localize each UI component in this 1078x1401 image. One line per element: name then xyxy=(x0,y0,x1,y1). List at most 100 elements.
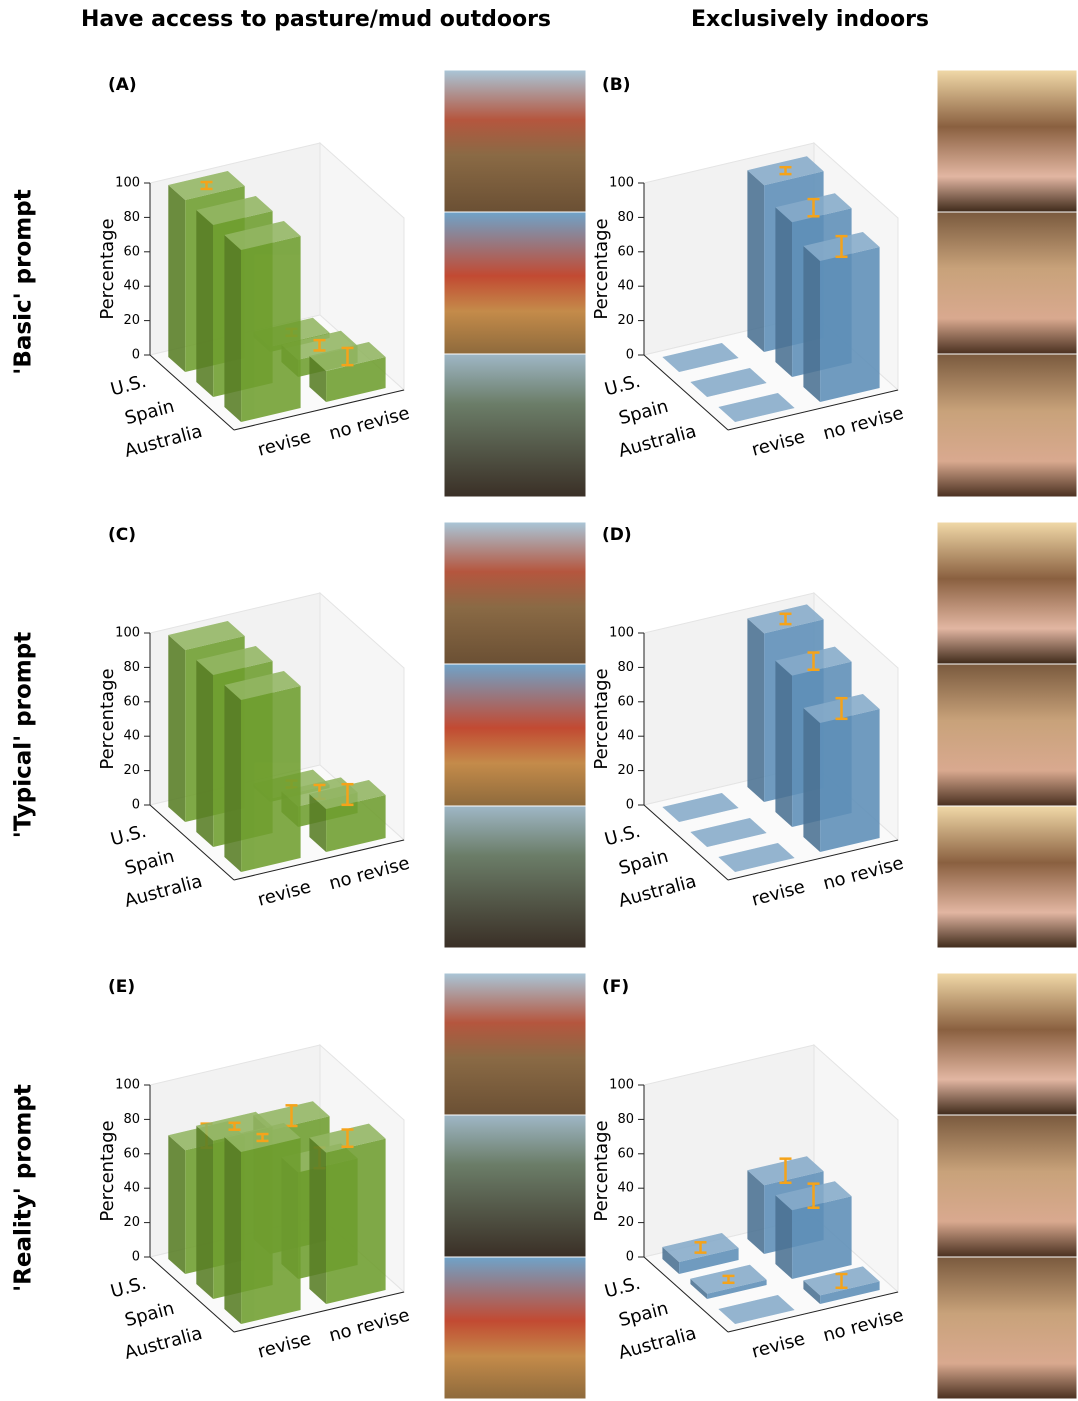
bar-top-shade xyxy=(690,818,767,847)
depth-axis xyxy=(149,804,235,881)
panel-label: (B) xyxy=(602,75,631,95)
z-tick-label: 40 xyxy=(617,279,634,294)
photo xyxy=(936,1114,1078,1258)
z-tick-label: 100 xyxy=(609,626,634,641)
row-title: 'Basic' prompt xyxy=(11,189,37,374)
z-tick-label: 0 xyxy=(132,1250,140,1265)
error-bar xyxy=(807,651,820,671)
photo xyxy=(443,353,587,498)
z-tick-label: 0 xyxy=(132,798,140,813)
error-bar xyxy=(341,1128,354,1148)
depth-label: U.S. xyxy=(108,371,148,401)
bar xyxy=(718,843,795,872)
error-bar xyxy=(285,1104,298,1128)
error-bar xyxy=(256,1132,269,1143)
photo xyxy=(443,1256,587,1400)
depth-axis xyxy=(643,1256,729,1333)
chart-panel: (C)020406080100PercentageU.S.SpainAustra… xyxy=(97,525,412,912)
bar-top-shade xyxy=(662,793,739,822)
bar-side xyxy=(224,1137,242,1324)
bar xyxy=(662,343,739,372)
error-bar xyxy=(835,696,848,721)
z-tick-label: 40 xyxy=(617,729,634,744)
bar-top xyxy=(196,646,273,675)
axis-label: Percentage xyxy=(591,218,612,319)
z-tick-label: 60 xyxy=(123,244,140,259)
panel-label: (C) xyxy=(108,525,136,545)
bar-front xyxy=(820,1281,880,1304)
x-axis xyxy=(233,389,405,431)
bar xyxy=(718,1295,795,1324)
error-bar xyxy=(835,234,848,259)
z-tick-label: 100 xyxy=(609,1078,634,1093)
bar-top-shade xyxy=(690,368,767,397)
bar-front xyxy=(820,709,880,852)
bar xyxy=(309,1123,386,1304)
depth-axis xyxy=(643,354,729,431)
z-tick-label: 80 xyxy=(617,1112,634,1127)
photo xyxy=(936,521,1078,665)
bar xyxy=(224,671,301,872)
row-title: 'Reality' prompt xyxy=(11,1084,37,1292)
x-tick-label: no revise xyxy=(821,1305,906,1347)
z-tick-label: 60 xyxy=(617,244,634,259)
photo xyxy=(443,972,587,1116)
error-bar xyxy=(779,1157,792,1184)
bar-front xyxy=(326,795,386,852)
x-tick-label: no revise xyxy=(821,403,906,445)
bar-side xyxy=(196,660,214,847)
depth-label: U.S. xyxy=(602,371,642,401)
axis-label: Percentage xyxy=(591,1120,612,1221)
error-bar xyxy=(722,1274,735,1285)
depth-label: Spain xyxy=(617,1298,671,1331)
x-tick-label: no revise xyxy=(327,853,412,895)
photo xyxy=(443,69,587,213)
depth-label: Spain xyxy=(617,396,671,429)
chart-panel: (B)020406080100PercentageU.S.SpainAustra… xyxy=(591,75,906,462)
bar-front xyxy=(679,1248,739,1274)
bar-side xyxy=(196,1125,214,1299)
z-tick-label: 40 xyxy=(123,1181,140,1196)
bar-front xyxy=(241,686,301,872)
chart-panel: (D)020406080100PercentageU.S.SpainAustra… xyxy=(591,525,906,912)
x-tick-label: no revise xyxy=(327,1305,412,1347)
bar-top xyxy=(168,621,245,650)
x-axis xyxy=(233,839,405,881)
z-tick-label: 20 xyxy=(123,763,140,778)
depth-label: U.S. xyxy=(602,821,642,851)
z-tick-label: 60 xyxy=(617,1146,634,1161)
bar-side xyxy=(690,1278,708,1299)
bar-top xyxy=(690,818,767,847)
bar-top xyxy=(718,1295,795,1324)
bar-front xyxy=(792,1196,852,1279)
panel-label: (E) xyxy=(108,977,135,997)
chart-panel: (A)020406080100PercentageU.S.SpainAustra… xyxy=(97,75,412,462)
bar-side xyxy=(168,635,186,822)
z-tick-label: 20 xyxy=(123,1215,140,1230)
z-tick-label: 60 xyxy=(617,694,634,709)
photo xyxy=(936,972,1078,1116)
error-bar xyxy=(200,180,213,191)
column-title: Have access to pasture/mud outdoors xyxy=(81,7,551,32)
z-tick-label: 80 xyxy=(123,1112,140,1127)
error-bar xyxy=(694,1241,707,1254)
bar-side xyxy=(803,246,821,402)
z-tick-label: 20 xyxy=(617,763,634,778)
error-bar xyxy=(807,1182,820,1209)
z-tick-label: 20 xyxy=(617,1215,634,1230)
x-tick-label: revise xyxy=(749,426,807,460)
bar-side xyxy=(747,618,765,802)
x-axis xyxy=(727,839,899,881)
axis-label: Percentage xyxy=(97,218,118,319)
x-tick-label: revise xyxy=(749,1328,807,1362)
chart-panel: (F)020406080100PercentageU.S.SpainAustra… xyxy=(591,977,906,1364)
x-axis xyxy=(727,389,899,431)
x-axis xyxy=(727,1291,899,1333)
x-tick-label: no revise xyxy=(821,853,906,895)
bar-front xyxy=(326,1138,386,1304)
bar-side xyxy=(775,207,793,377)
depth-axis xyxy=(149,354,235,431)
bar-side xyxy=(196,210,214,397)
bar-front xyxy=(241,236,301,422)
